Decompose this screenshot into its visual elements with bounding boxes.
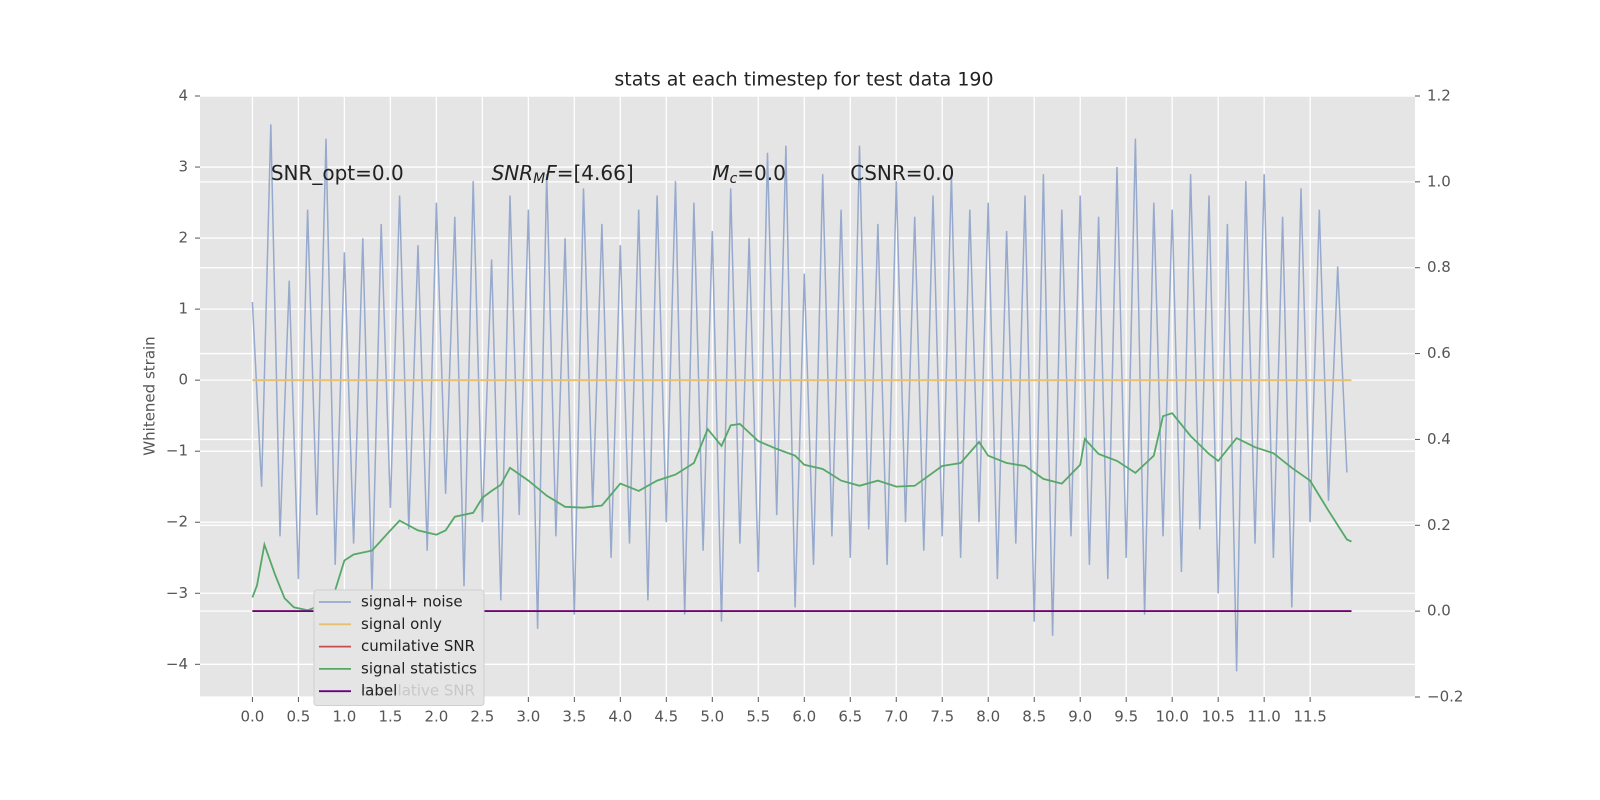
- y-axis-label: Whitened strain: [141, 336, 159, 455]
- series-line: [251, 412, 1352, 612]
- y-tick-label: 4: [178, 87, 188, 105]
- x-tick-label: 1.0: [332, 708, 356, 726]
- x-tick-label: 10.5: [1201, 708, 1234, 726]
- y-tick-label: −2: [166, 513, 188, 531]
- annotation-part: SNR_opt=0.0: [271, 161, 404, 185]
- x-tick-label: 6.5: [838, 708, 862, 726]
- y2-tick-label: −0.2: [1427, 688, 1463, 706]
- annotation-part: M: [533, 171, 545, 187]
- x-tick-label: 3.5: [562, 708, 586, 726]
- legend-label: signal only: [361, 615, 442, 633]
- annotation-part: =[4.66]: [557, 161, 634, 185]
- x-tick-label: 11.0: [1247, 708, 1280, 726]
- annotation: SNR_opt=0.0: [271, 161, 404, 185]
- y-tick-label: −3: [166, 584, 188, 602]
- x-tick-label: 8.5: [1022, 708, 1046, 726]
- annotation-part: c: [730, 171, 738, 187]
- y-tick-label: 0: [178, 371, 188, 389]
- annotation: Mc=0.0: [712, 161, 786, 188]
- chart-title: stats at each timestep for test data 190: [614, 69, 993, 91]
- annotation: CSNR=0.0: [850, 161, 954, 185]
- y2-tick-label: 0.0: [1427, 602, 1451, 620]
- x-tick-label: 8.0: [976, 708, 1000, 726]
- x-tick-label: 4.5: [654, 708, 678, 726]
- legend-label: signal+ noise: [361, 593, 463, 611]
- annotation-part: =0.0: [737, 161, 786, 185]
- y-tick-label: −4: [166, 655, 188, 673]
- annotation-part: M: [712, 161, 729, 185]
- legend-label: cumilative SNR: [361, 637, 475, 655]
- y-tick-label: 1: [178, 300, 188, 318]
- y2-tick-label: 0.4: [1427, 430, 1451, 448]
- x-tick-label: 2.0: [424, 708, 448, 726]
- x-tick-label: 5.0: [700, 708, 724, 726]
- series-line: [251, 124, 1348, 672]
- annotation: SNRMF=[4.66]: [492, 161, 634, 188]
- x-tick-label: 6.0: [792, 708, 816, 726]
- x-tick-label: 0.0: [240, 708, 264, 726]
- x-tick-label: 5.5: [746, 708, 770, 726]
- legend-box: [313, 589, 485, 706]
- x-tick-label: 2.5: [470, 708, 494, 726]
- y2-tick-label: 1.2: [1427, 87, 1451, 105]
- x-tick-label: 4.0: [608, 708, 632, 726]
- annotation-part: SNR: [492, 161, 534, 185]
- x-tick-label: 10.0: [1155, 708, 1188, 726]
- x-tick-label: 7.5: [930, 708, 954, 726]
- ghost-legend-label: cumilative SNR: [361, 682, 475, 700]
- x-tick-label: 1.5: [378, 708, 402, 726]
- x-tick-label: 0.5: [286, 708, 310, 726]
- y2-tick-label: 1.0: [1427, 172, 1451, 190]
- y-tick-label: 3: [178, 158, 188, 176]
- x-tick-label: 3.0: [516, 708, 540, 726]
- annotation-part: CSNR=0.0: [850, 161, 954, 185]
- legend-label: label: [361, 682, 397, 700]
- x-tick-label: 7.0: [884, 708, 908, 726]
- legend-label: signal statistics: [361, 659, 477, 677]
- x-tick-label: 9.5: [1114, 708, 1138, 726]
- y2-tick-label: 0.2: [1427, 516, 1451, 534]
- x-tick-label: 11.5: [1293, 708, 1326, 726]
- y-tick-label: −1: [166, 442, 188, 460]
- annotation-part: F: [545, 161, 557, 185]
- y-tick-label: 2: [178, 229, 188, 247]
- y2-tick-label: 0.6: [1427, 344, 1451, 362]
- y2-tick-label: 0.8: [1427, 258, 1451, 276]
- x-tick-label: 9.0: [1068, 708, 1092, 726]
